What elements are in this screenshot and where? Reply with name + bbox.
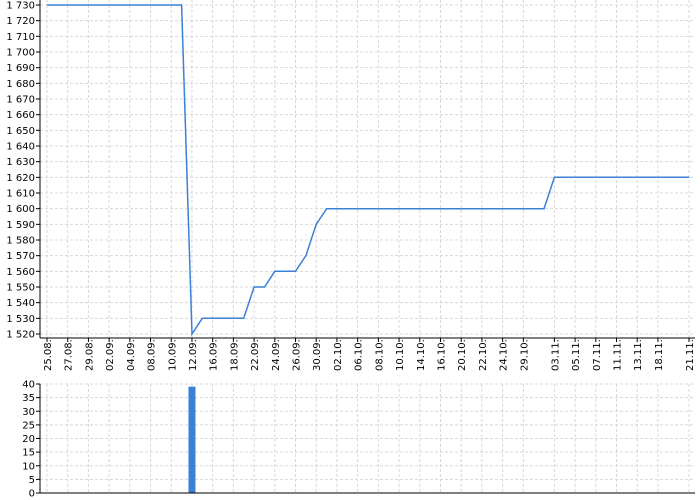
y-tick-label: 1 550 [6,283,35,294]
x-tick-label: 10.09. [167,339,178,371]
y-tick-label: 20 [22,434,35,445]
x-tick-label: 21.11. [685,339,696,371]
y-tick-label: 1 620 [6,173,35,184]
x-tick-label: 06.10. [354,339,365,371]
y-tick-label: 1 530 [6,314,35,325]
x-tick-label: 25.08. [43,339,54,371]
volume-bar-series [188,386,196,493]
axes [39,0,695,494]
y-tick-label: 1 680 [6,79,35,90]
y-tick-label: 0 [29,489,35,500]
x-tick-label: 24.09. [271,339,282,371]
price-line [47,4,689,337]
y-tick-label: 1 730 [6,1,35,12]
x-tick-label: 22.09. [250,339,261,371]
x-tick-label: 03.11. [550,339,561,371]
x-tick-label: 02.10. [333,339,344,371]
x-tick-label: 13.11. [633,339,644,371]
x-tick-label: 08.10. [374,339,385,371]
y-tick-label: 1 690 [6,63,35,74]
x-tick-label: 29.10. [519,339,530,371]
x-tick-label: 24.10. [499,339,510,371]
y-tick-label: 30 [22,407,35,418]
y-tick-label: 1 700 [6,48,35,59]
y-tick-label: 1 570 [6,251,35,262]
y-tick-label: 10 [22,461,35,472]
y-tick-label: 1 670 [6,95,35,106]
y-tick-label: 1 710 [6,32,35,43]
x-tick-label: 26.09. [292,339,303,371]
y-tick-label: 15 [22,448,35,459]
x-tick-label: 14.10. [416,339,427,371]
x-tick-label: 12.09. [188,339,199,371]
x-tick-label: 02.09. [105,339,116,371]
x-tick-label: 18.11. [654,339,665,371]
y-tick-label: 1 600 [6,204,35,215]
y-tick-label: 1 540 [6,298,35,309]
x-tick-label: 29.08. [84,339,95,371]
volume-y-axis-ticks: 0 5 10 15 20 25 30 35 40 [22,380,40,500]
y-tick-label: 35 [22,393,35,404]
y-tick-label: 1 630 [6,157,35,168]
x-tick-label: 30.09. [312,339,323,371]
x-tick-label: 20.10. [457,339,468,371]
y-tick-label: 25 [22,420,35,431]
y-tick-label: 1 640 [6,142,35,153]
y-tick-label: 1 610 [6,189,35,200]
x-tick-label: 27.08. [64,339,75,371]
x-tick-label: 16.09. [209,339,220,371]
price-chart-grid [40,0,695,338]
y-tick-label: 1 650 [6,126,35,137]
x-tick-label: 22.10. [478,339,489,371]
y-tick-label: 5 [29,475,35,486]
y-tick-label: 1 560 [6,267,35,278]
y-tick-label: 1 580 [6,236,35,247]
y-tick-label: 40 [22,380,35,391]
x-tick-label: 08.09. [147,339,158,371]
x-tick-label: 11.11. [613,339,624,371]
volume-chart-grid [40,383,695,494]
price-y-axis-ticks: 1 520 1 530 1 540 1 550 1 560 1 570 1 580 1 590… [6,1,40,341]
x-tick-label: 04.09. [126,339,137,371]
volume-bar [188,386,196,493]
y-tick-label: 1 720 [6,16,35,27]
y-tick-label: 1 520 [6,330,35,341]
y-tick-label: 1 590 [6,220,35,231]
x-tick-label: 10.10. [395,339,406,371]
x-tick-label: 16.10. [436,339,447,371]
x-tick-label: 18.09. [229,339,240,371]
x-tick-label: 07.11. [592,339,603,371]
y-tick-label: 1 660 [6,110,35,121]
x-tick-label: 05.11. [571,339,582,371]
date-x-axis-ticks: 25.08. 27.08. 29.08. 02.09. 04.09. 08.09. 10.0… [43,338,696,371]
price-line-series [47,4,689,337]
